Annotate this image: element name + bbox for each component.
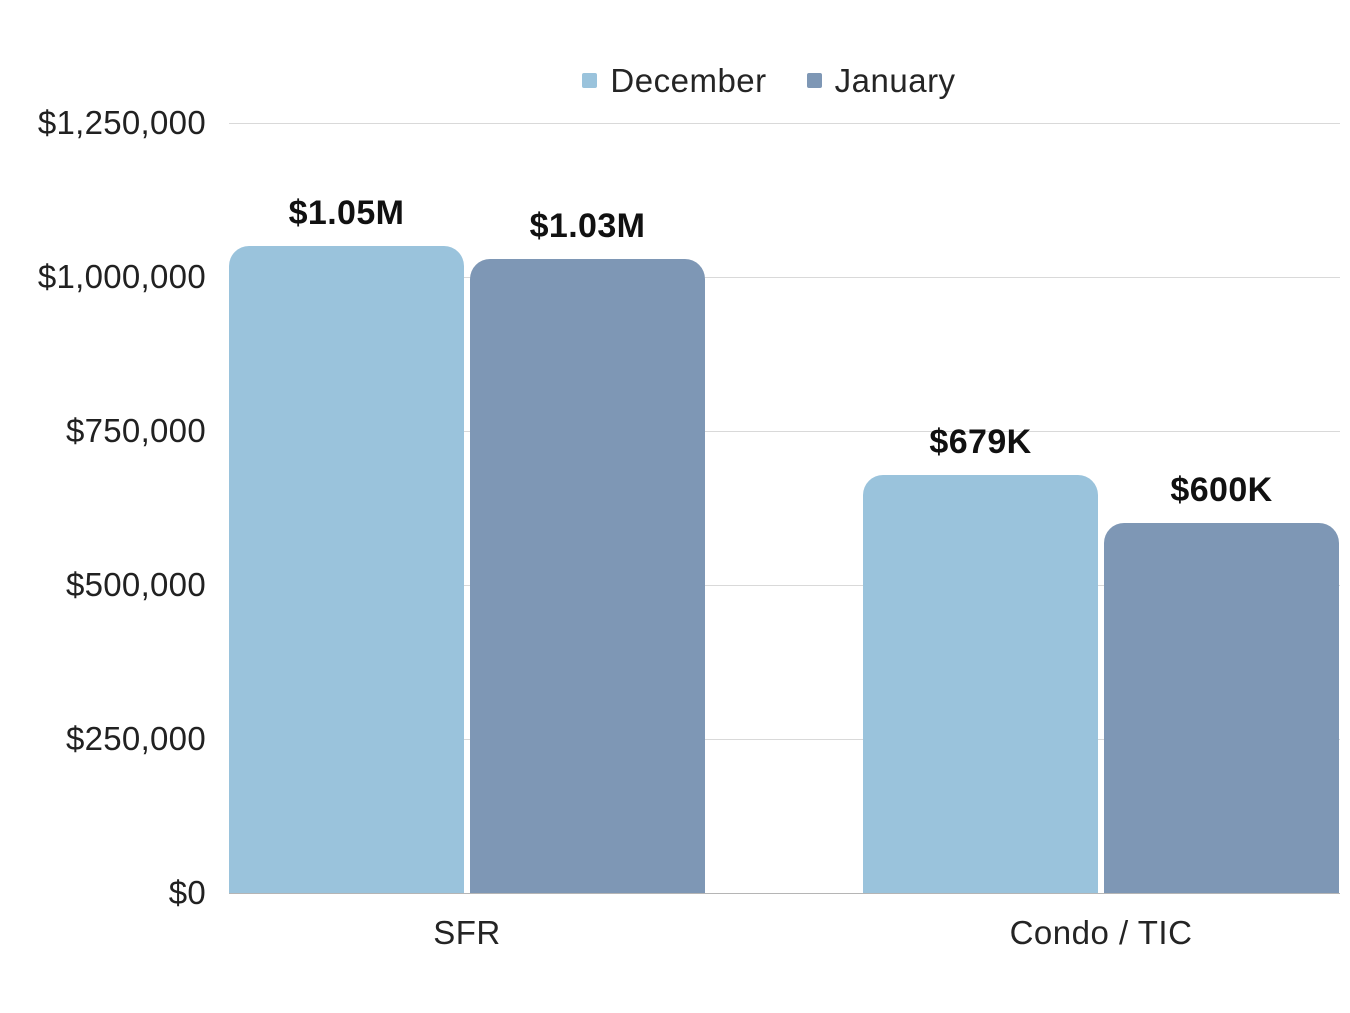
legend-swatch-january: [806, 72, 822, 88]
bar-december-condo-tic[interactable]: [863, 474, 1098, 893]
bar-january-condo-tic[interactable]: [1104, 523, 1339, 893]
bar-january-sfr[interactable]: [470, 258, 705, 893]
y-tick-label-0: $0: [168, 874, 206, 911]
y-tick-label-500000: $500,000: [65, 566, 206, 603]
gridline-500000: [229, 584, 1340, 586]
bar-label-december-sfr: $1.05M: [288, 194, 405, 233]
legend-item-december[interactable]: December: [582, 64, 766, 97]
bar-label-december-condo-tic: $679K: [929, 422, 1032, 461]
legend-label-december: December: [610, 61, 767, 99]
y-tick-label-250000: $250,000: [65, 720, 206, 757]
y-tick-label-1000000: $1,000,000: [37, 258, 206, 295]
x-tick-label-sfr: SFR: [433, 914, 501, 951]
gridline-750000: [229, 430, 1340, 432]
gridline-1000000: [229, 276, 1340, 278]
bar-label-january-sfr: $1.03M: [529, 206, 646, 245]
legend-item-january[interactable]: January: [806, 61, 956, 99]
y-tick-label-1250000: $1,250,000: [37, 104, 206, 141]
gridline-250000: [229, 738, 1340, 740]
gridline-1250000: [229, 122, 1340, 124]
gridline-0: [229, 892, 1340, 894]
y-tick-label-750000: $750,000: [65, 412, 206, 449]
x-tick-label-condo-tic: Condo / TIC: [1009, 914, 1193, 951]
bar-label-january-condo-tic: $600K: [1170, 471, 1273, 510]
legend-swatch-december: [582, 72, 598, 88]
legend-label-january: January: [834, 61, 956, 99]
chart-legend: December January: [229, 60, 1309, 100]
bar-december-sfr[interactable]: [229, 246, 464, 893]
